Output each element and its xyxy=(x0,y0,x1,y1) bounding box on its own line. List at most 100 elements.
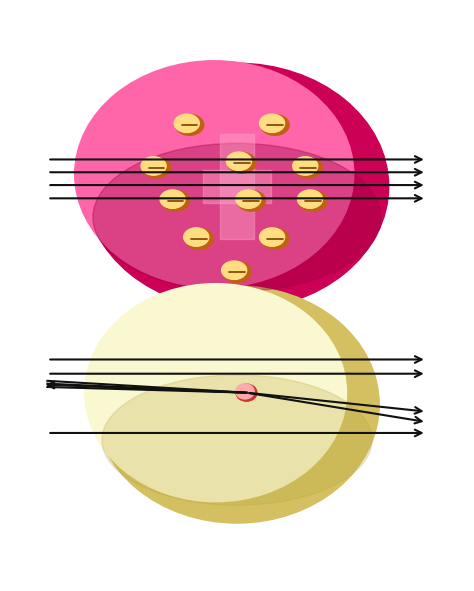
Ellipse shape xyxy=(129,103,314,254)
Ellipse shape xyxy=(180,142,278,222)
Ellipse shape xyxy=(180,118,196,130)
Ellipse shape xyxy=(164,130,290,232)
Ellipse shape xyxy=(228,397,244,411)
Ellipse shape xyxy=(154,165,158,169)
Ellipse shape xyxy=(115,308,325,482)
Ellipse shape xyxy=(197,237,201,240)
Ellipse shape xyxy=(273,238,276,239)
Ellipse shape xyxy=(260,114,284,132)
Ellipse shape xyxy=(187,123,191,126)
Ellipse shape xyxy=(296,159,316,174)
Ellipse shape xyxy=(235,185,238,188)
Ellipse shape xyxy=(167,195,181,205)
Ellipse shape xyxy=(148,161,162,172)
Ellipse shape xyxy=(184,121,193,128)
Ellipse shape xyxy=(264,231,282,244)
Ellipse shape xyxy=(191,368,270,434)
Ellipse shape xyxy=(270,121,278,128)
Ellipse shape xyxy=(104,299,333,489)
Ellipse shape xyxy=(209,382,257,423)
Ellipse shape xyxy=(240,193,258,206)
Ellipse shape xyxy=(146,116,303,243)
Ellipse shape xyxy=(302,163,312,171)
Ellipse shape xyxy=(169,350,286,448)
Ellipse shape xyxy=(228,153,250,170)
Ellipse shape xyxy=(143,158,164,174)
Ellipse shape xyxy=(141,157,166,175)
Ellipse shape xyxy=(245,196,255,204)
Ellipse shape xyxy=(143,158,165,174)
Ellipse shape xyxy=(106,300,331,488)
Ellipse shape xyxy=(168,133,287,229)
Ellipse shape xyxy=(308,197,316,203)
Ellipse shape xyxy=(306,196,317,204)
Ellipse shape xyxy=(108,302,330,487)
Ellipse shape xyxy=(177,116,197,131)
Ellipse shape xyxy=(273,237,276,240)
Ellipse shape xyxy=(95,76,339,275)
Ellipse shape xyxy=(217,171,252,199)
Ellipse shape xyxy=(238,191,259,207)
Ellipse shape xyxy=(245,391,247,394)
Ellipse shape xyxy=(232,156,248,168)
Ellipse shape xyxy=(172,136,284,227)
Ellipse shape xyxy=(147,161,162,172)
Ellipse shape xyxy=(136,324,310,469)
Ellipse shape xyxy=(183,121,193,128)
Ellipse shape xyxy=(151,336,299,459)
Ellipse shape xyxy=(269,121,279,128)
Ellipse shape xyxy=(176,116,198,131)
Ellipse shape xyxy=(307,167,309,168)
Ellipse shape xyxy=(172,198,178,203)
Ellipse shape xyxy=(266,119,280,129)
Ellipse shape xyxy=(236,271,237,272)
Ellipse shape xyxy=(163,192,183,207)
Ellipse shape xyxy=(242,194,257,205)
Ellipse shape xyxy=(246,197,254,203)
Ellipse shape xyxy=(144,114,304,245)
Ellipse shape xyxy=(241,388,250,395)
Ellipse shape xyxy=(146,160,163,173)
Ellipse shape xyxy=(144,159,164,174)
Ellipse shape xyxy=(264,230,282,244)
Ellipse shape xyxy=(223,262,246,278)
Ellipse shape xyxy=(244,196,256,204)
Ellipse shape xyxy=(171,352,285,447)
Ellipse shape xyxy=(166,131,288,230)
Ellipse shape xyxy=(184,145,275,219)
Ellipse shape xyxy=(190,232,205,243)
Ellipse shape xyxy=(235,403,238,406)
Ellipse shape xyxy=(174,138,282,226)
Ellipse shape xyxy=(198,238,200,239)
Ellipse shape xyxy=(187,124,191,126)
Ellipse shape xyxy=(149,335,300,460)
Ellipse shape xyxy=(262,229,283,245)
Ellipse shape xyxy=(174,355,282,444)
Ellipse shape xyxy=(266,232,281,243)
Ellipse shape xyxy=(147,333,301,462)
Ellipse shape xyxy=(182,144,276,220)
Ellipse shape xyxy=(308,197,316,203)
Ellipse shape xyxy=(237,159,245,165)
Ellipse shape xyxy=(193,234,203,242)
Ellipse shape xyxy=(186,229,207,245)
Ellipse shape xyxy=(227,265,243,277)
Ellipse shape xyxy=(161,344,292,453)
Ellipse shape xyxy=(209,164,257,204)
Ellipse shape xyxy=(199,374,264,429)
Ellipse shape xyxy=(164,193,182,206)
Ellipse shape xyxy=(240,193,258,206)
Ellipse shape xyxy=(102,375,372,505)
Ellipse shape xyxy=(260,228,284,246)
Ellipse shape xyxy=(154,122,297,238)
Ellipse shape xyxy=(261,228,289,249)
Ellipse shape xyxy=(138,326,308,467)
Ellipse shape xyxy=(155,167,157,168)
Ellipse shape xyxy=(300,161,313,172)
Ellipse shape xyxy=(117,309,323,481)
Ellipse shape xyxy=(212,385,255,420)
Ellipse shape xyxy=(142,157,171,178)
Ellipse shape xyxy=(304,194,319,205)
Ellipse shape xyxy=(232,268,240,274)
Ellipse shape xyxy=(94,291,340,496)
